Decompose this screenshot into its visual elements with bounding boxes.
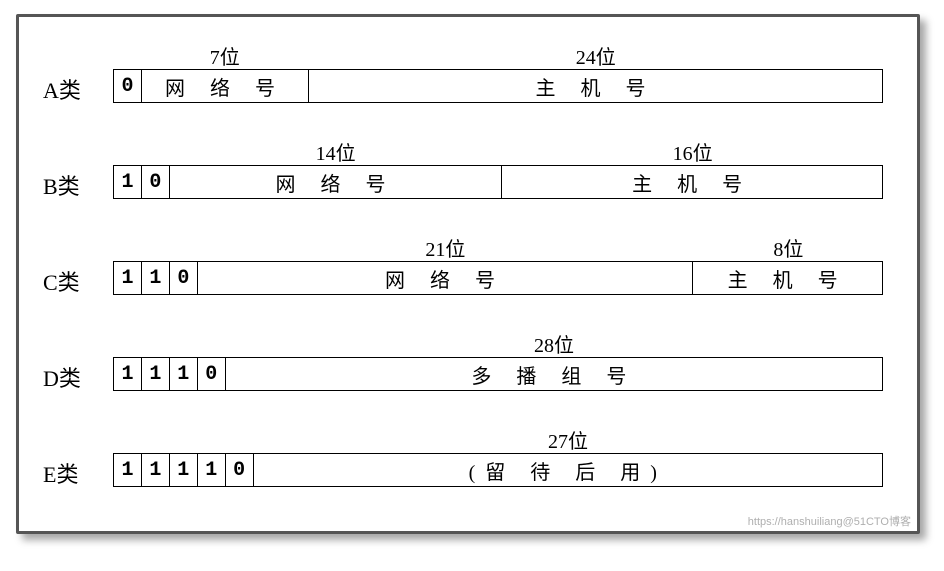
class-label: E类 [43, 457, 103, 489]
class-row-C类: C类 21位 8位 110 网 络 号 主 机 号 [43, 221, 893, 317]
class-label: D类 [43, 361, 103, 393]
prefix-bit: 0 [114, 70, 142, 102]
prefix-bit: 1 [198, 454, 226, 486]
class-label: B类 [43, 169, 103, 201]
segment-label: 主 机 号 [536, 72, 656, 101]
segment-label: (留 待 后 用) [469, 456, 667, 485]
prefix-bit: 1 [114, 358, 142, 390]
prefix-bit: 1 [114, 166, 142, 198]
segment-label: 网 络 号 [165, 72, 285, 101]
segment-cell: 网 络 号 [170, 166, 502, 198]
prefix-bit: 1 [142, 262, 170, 294]
bits-label: 7位 [195, 41, 255, 70]
class-label: A类 [43, 73, 103, 105]
segment-label: 多 播 组 号 [471, 360, 636, 389]
prefix-bit: 0 [142, 166, 170, 198]
address-bar: 11110(留 待 后 用) [113, 453, 883, 487]
bits-label: 24位 [566, 41, 626, 70]
segment-cell: 主 机 号 [502, 166, 882, 198]
bits-label: 27位 [538, 425, 598, 454]
address-bar: 10 网 络 号 主 机 号 [113, 165, 883, 199]
prefix-bit: 1 [170, 454, 198, 486]
prefix-bit: 0 [198, 358, 226, 390]
segment-cell: 主 机 号 [693, 262, 882, 294]
prefix-bit: 0 [226, 454, 254, 486]
class-row-E类: E类27位11110(留 待 后 用) [43, 413, 893, 509]
segment-label: 主 机 号 [632, 168, 752, 197]
prefix-bit: 1 [114, 262, 142, 294]
segment-cell: 多 播 组 号 [226, 358, 882, 390]
bits-label: 14位 [306, 137, 366, 166]
watermark: https://hanshuiliang@51CTO博客 [748, 513, 911, 529]
bits-label: 28位 [524, 329, 584, 358]
class-row-B类: B类 14位 16位 10 网 络 号 主 机 号 [43, 125, 893, 221]
prefix-bit: 0 [170, 262, 198, 294]
address-bar: 1110多 播 组 号 [113, 357, 883, 391]
segment-cell: 网 络 号 [142, 70, 309, 102]
segment-label: 网 络 号 [276, 168, 396, 197]
bits-label: 21位 [415, 233, 475, 262]
segment-cell: (留 待 后 用) [254, 454, 882, 486]
bits-label: 8位 [758, 233, 818, 262]
prefix-bit: 1 [170, 358, 198, 390]
class-row-A类: A类 7位 24位 0 网 络 号 主 机 号 [43, 29, 893, 125]
prefix-bit: 1 [142, 358, 170, 390]
segment-label: 网 络 号 [385, 264, 505, 293]
address-bar: 0 网 络 号 主 机 号 [113, 69, 883, 103]
class-row-D类: D类28位1110多 播 组 号 [43, 317, 893, 413]
diagram-card: A类7位24位0网 络 号主 机 号B类14位16位10网 络 号主 机 号C类… [16, 14, 920, 534]
segment-cell: 网 络 号 [198, 262, 693, 294]
segment-label: 主 机 号 [728, 264, 848, 293]
prefix-bit: 1 [114, 454, 142, 486]
segment-cell: 主 机 号 [309, 70, 882, 102]
bits-label: 16位 [663, 137, 723, 166]
address-bar: 110 网 络 号 主 机 号 [113, 261, 883, 295]
rows-container: A类7位24位0网 络 号主 机 号B类14位16位10网 络 号主 机 号C类… [43, 29, 893, 509]
class-label: C类 [43, 265, 103, 297]
prefix-bit: 1 [142, 454, 170, 486]
